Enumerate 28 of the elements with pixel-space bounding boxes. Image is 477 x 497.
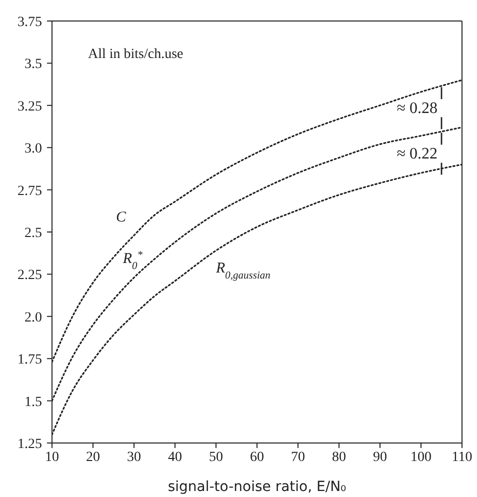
x-tick-label: 40 [168,450,182,465]
y-tick-label: 2.0 [24,310,42,326]
x-tick-label: 10 [45,450,59,465]
y-tick-label: 1.5 [24,394,42,410]
x-tick-label: 60 [250,450,264,465]
x-tick-label: 110 [452,450,472,465]
x-tick-label: 30 [127,450,141,465]
x-tick-label: 80 [332,450,346,465]
annotation: All in bits/ch.use [88,47,184,62]
series-label: R$_{0,gaussian}$ [215,260,270,282]
y-tick-label: 3.5 [24,57,42,72]
y-tick-label: 1.25 [18,436,42,452]
annotation: ≈ 0.28 [396,100,438,118]
y-tick-label: 1.75 [18,352,42,368]
y-tick-label: 2.75 [18,184,42,199]
x-axis-title: signal-to-noise ratio, E/N₀ [168,479,347,495]
x-tick-label: 90 [373,450,387,465]
x-tick-label: 70 [291,450,305,465]
y-tick-label: 2.25 [18,268,42,284]
x-tick-label: 20 [86,450,100,465]
y-tick-label: 3.75 [18,14,42,30]
x-tick-label: 100 [410,450,432,465]
annotation: ≈ 0.22 [396,146,438,163]
y-tick-label: 3.0 [24,142,42,157]
y-tick-label: 3.25 [18,99,42,114]
x-tick-label: 50 [209,450,223,465]
series-label: C [116,209,127,226]
y-tick-label: 2.5 [24,226,42,241]
